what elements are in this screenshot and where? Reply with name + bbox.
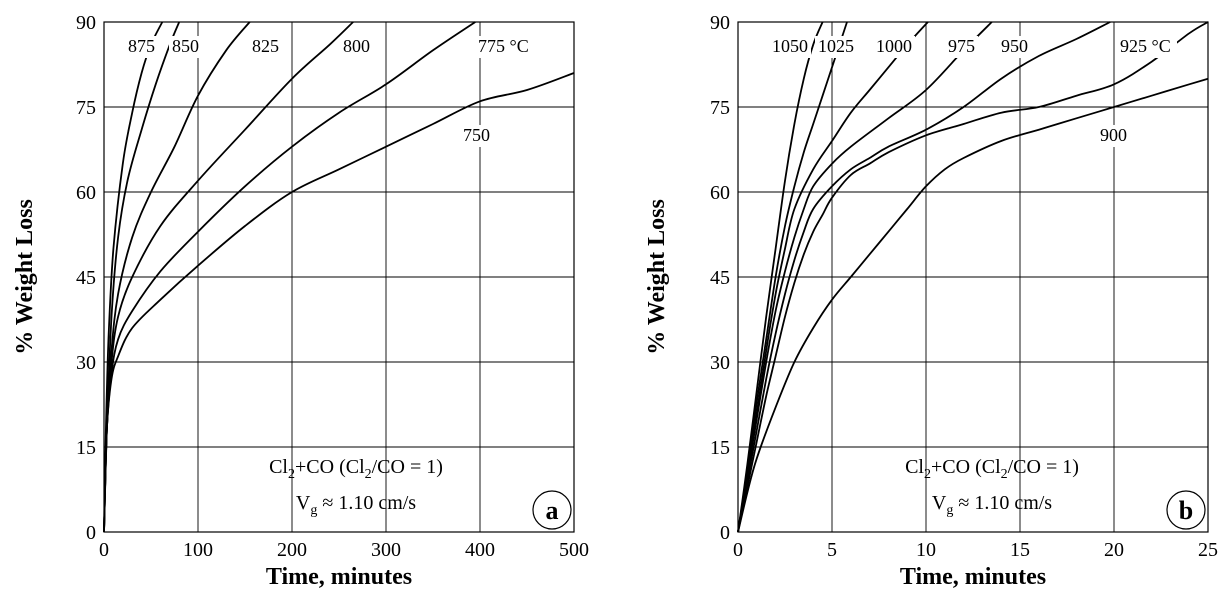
curve-label-bg [460,125,493,147]
curve-label: 950 [1001,36,1028,56]
x-tick-label: 0 [733,539,743,561]
y-axis-title: % Weight Loss [644,199,670,355]
y-tick-label: 30 [710,352,730,374]
x-tick-label: 300 [371,539,401,561]
x-tick-label: 0 [99,539,109,561]
panel-letter: a [546,496,559,525]
condition-annotation: Cl2+CO (Cl2/CO = 1) [269,456,443,482]
curve-label-bg [475,36,535,58]
condition-annotation-part: V [296,492,311,514]
condition-annotation: Vg ≈ 1.10 cm/s [932,492,1052,518]
y-tick-label: 60 [76,182,96,204]
plot-frame [737,21,1209,533]
curve-label: 925 °C [1120,36,1171,56]
curve-label: 1000 [876,36,912,56]
curve-label-bg [815,36,857,58]
curve-label-bg [998,36,1031,58]
condition-annotation-part: +CO (Cl [295,456,365,478]
condition-annotation-part: Cl [905,456,924,478]
series-line-1000 [737,21,929,533]
curve-label-bg [340,36,373,58]
curve-label: 1050 [772,36,808,56]
series-line-925C [737,21,1209,533]
curve-label: 975 [948,36,975,56]
condition-annotation-part: /CO = 1) [1008,456,1079,478]
curve-label: 875 [128,36,155,56]
x-axis-title: Time, minutes [900,564,1046,590]
y-axis-title: % Weight Loss [12,199,38,355]
curve-label: 1025 [818,36,854,56]
curve-label-bg [945,36,978,58]
x-axis-title: Time, minutes [266,564,412,590]
y-tick-label: 90 [710,12,730,34]
curve-label: 800 [343,36,370,56]
chart-panel-b: 0 5 10 15 20 25 0 15 30 45 60 75 90 Time, minutes % We… [644,12,1218,590]
x-tick-label: 100 [183,539,213,561]
x-tick-label: 200 [277,539,307,561]
curve-label-bg [769,36,811,58]
y-tick-label: 75 [76,97,96,119]
curve-label: 775 °C [478,36,529,56]
condition-annotation-part: /CO = 1) [372,456,443,478]
curve-label-bg [249,36,282,58]
x-tick-label: 15 [1010,539,1030,561]
panel-letter: b [1179,496,1193,525]
panel-letter-circle [1166,490,1206,530]
condition-annotation: Vg ≈ 1.10 cm/s [296,492,416,518]
condition-annotation: Cl2+CO (Cl2/CO = 1) [905,456,1079,482]
condition-annotation-part: ≈ 1.10 cm/s [317,492,416,514]
condition-annotation-part: g [946,503,953,518]
series-line-950 [737,21,1111,533]
x-tick-label: 400 [465,539,495,561]
curve-label-bg [1097,125,1130,147]
x-tick-label: 20 [1104,539,1124,561]
curve-label: 825 [252,36,279,56]
condition-annotation-part: +CO (Cl [931,456,1001,478]
condition-annotation-part: 2 [1001,467,1008,482]
x-tick-label: 500 [559,539,589,561]
x-tick-label: 5 [827,539,837,561]
curve-label: 850 [172,36,199,56]
y-tick-label: 30 [76,352,96,374]
series-line-1025 [737,21,848,533]
y-tick-label: 45 [76,267,96,289]
curve-label: 900 [1100,125,1127,145]
panel-letter-circle [532,490,572,530]
x-tick-label: 25 [1198,539,1218,561]
condition-annotation-part: ≈ 1.10 cm/s [953,492,1052,514]
y-tick-label: 45 [710,267,730,289]
curve-label-bg [125,36,158,58]
curve-label: 750 [463,125,490,145]
condition-annotation-part: 2 [288,467,295,482]
curve-label-bg [169,36,202,58]
condition-annotation-part: g [310,503,317,518]
x-tick-label: 10 [916,539,936,561]
y-tick-label: 0 [720,522,730,544]
condition-annotation-part: V [932,492,947,514]
y-tick-label: 75 [710,97,730,119]
y-tick-label: 15 [710,437,730,459]
condition-annotation-part: 2 [924,467,931,482]
chart-panel-a: 0 100 200 300 400 500 0 15 30 45 60 75 90 Time, minut… [12,12,589,590]
series-line-1050 [737,21,824,533]
condition-annotation-part: 2 [365,467,372,482]
condition-annotation-part: Cl [269,456,288,478]
y-tick-label: 90 [76,12,96,34]
y-tick-label: 60 [710,182,730,204]
y-tick-label: 15 [76,437,96,459]
y-tick-label: 0 [86,522,96,544]
series-line-750 [103,72,575,533]
series-line-900 [737,77,1209,533]
plot-frame [103,21,575,533]
curve-label-bg [1117,36,1177,58]
curve-label-bg [873,36,915,58]
series-line-975 [737,21,993,533]
